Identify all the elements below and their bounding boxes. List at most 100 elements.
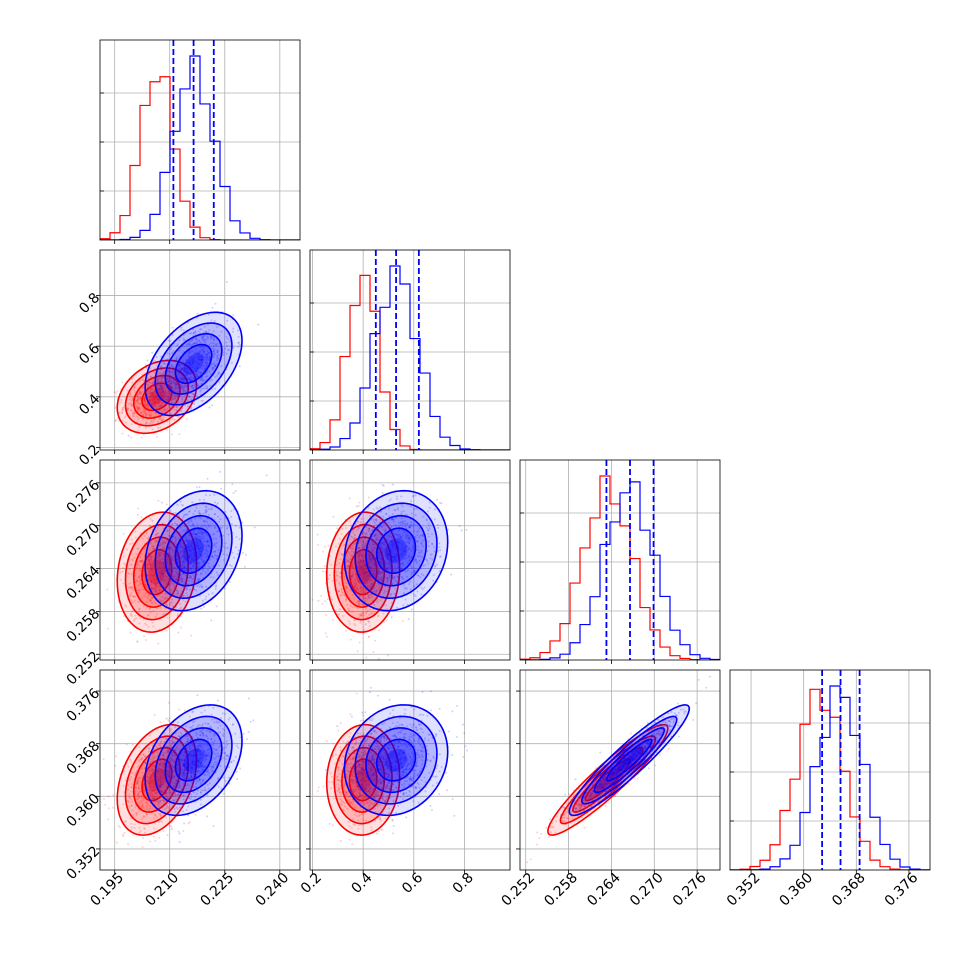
scatter-point-blue [196,530,199,533]
scatter-point-red [153,600,156,603]
scatter-point-red [162,409,165,412]
scatter-point-blue [198,485,201,488]
scatter-point-blue [182,388,185,391]
scatter-point-blue [170,546,173,549]
scatter-point-red [361,569,364,572]
scatter-point-blue [186,405,189,408]
scatter-point-blue [208,370,211,373]
scatter-point-blue [364,623,367,626]
scatter-point-blue [339,576,342,579]
scatter-point-blue [317,599,320,602]
scatter-point-red [130,587,133,590]
scatter-point-blue [205,585,208,588]
scatter-point-blue [196,544,199,547]
scatter-point-red [152,578,155,581]
scatter-point-red [173,418,176,421]
scatter-point-red [144,622,147,625]
scatter-point-red [167,559,170,562]
scatter-point-blue [214,553,217,556]
scatter-point-blue [238,526,241,529]
scatter-point-red [181,550,184,553]
scatter-point-red [127,843,130,846]
scatter-point-red [128,587,131,590]
scatter-point-blue [198,529,201,532]
scatter-point-blue [216,374,219,377]
scatter-point-blue [207,514,210,517]
scatter-point-red [354,579,357,582]
scatter-point-blue [185,343,188,346]
scatter-point-red [148,414,151,417]
scatter-point-blue [205,494,208,497]
scatter-point-blue [203,355,206,358]
scatter-point-blue [207,508,210,511]
scatter-point-red [153,398,156,401]
scatter-point-red [148,381,151,384]
scatter-point-blue [214,343,217,346]
scatter-point-red [150,580,153,583]
panel-frame [99,39,301,241]
scatter-point-red [161,385,164,388]
scatter-point-blue [206,528,209,531]
scatter-point-blue [210,507,213,510]
scatter-point-red [133,556,136,559]
scatter-point-blue [191,385,194,388]
scatter-point-blue [192,564,195,567]
scatter-point-red [132,595,135,598]
scatter-point-red [205,362,208,365]
scatter-point-blue [147,579,150,582]
scatter-point-red [343,575,346,578]
scatter-point-blue [192,356,195,359]
scatter-point-red [149,566,152,569]
scatter-point-red [134,617,137,620]
scatter-point-red [146,536,149,539]
scatter-point-red [119,571,122,574]
scatter-point-blue [198,585,201,588]
scatter-point-blue [193,559,196,562]
scatter-point-blue [187,539,190,542]
scatter-point-blue [181,352,184,355]
scatter-point-blue [189,332,192,335]
scatter-point-blue [192,523,195,526]
scatter-point-red [174,569,177,572]
scatter-point-red [131,586,134,589]
scatter-point-red [329,574,332,577]
scatter-point-red [124,415,127,418]
scatter-point-red [159,394,162,397]
scatter-point-blue [177,390,180,393]
scatter-point-blue [212,350,215,353]
scatter-point-red [155,396,158,399]
scatter-point-red [357,505,360,508]
scatter-point-blue [183,369,186,372]
scatter-point-red [146,564,149,567]
scatter-point-blue [216,351,219,354]
scatter-point-blue [213,513,216,516]
scatter-point-blue [194,562,197,565]
scatter-point-red [153,587,156,590]
scatter-point-red [151,382,154,385]
scatter-point-blue [158,554,161,557]
scatter-point-red [156,557,159,560]
scatter-point-red [164,541,167,544]
scatter-point-blue [171,569,174,572]
scatter-point-red [357,554,360,557]
scatter-point-blue [214,352,217,355]
scatter-point-blue [180,366,183,369]
scatter-point-blue [168,553,171,556]
scatter-point-blue [184,539,187,542]
scatter-point-blue [171,570,174,573]
scatter-point-red [121,409,124,412]
scatter-point-blue [207,545,210,548]
scatter-point-blue [159,384,162,387]
scatter-point-blue [197,358,200,361]
scatter-point-blue [162,613,165,616]
scatter-point-blue [204,509,207,512]
scatter-point-red [135,552,138,555]
scatter-point-red [172,577,175,580]
scatter-point-blue [195,341,198,344]
scatter-point-blue [209,566,212,569]
scatter-point-blue [407,618,410,621]
scatter-point-red [145,413,148,416]
scatter-point-blue [179,384,182,387]
scatter-point-blue [201,378,204,381]
scatter-point-red [165,629,168,632]
